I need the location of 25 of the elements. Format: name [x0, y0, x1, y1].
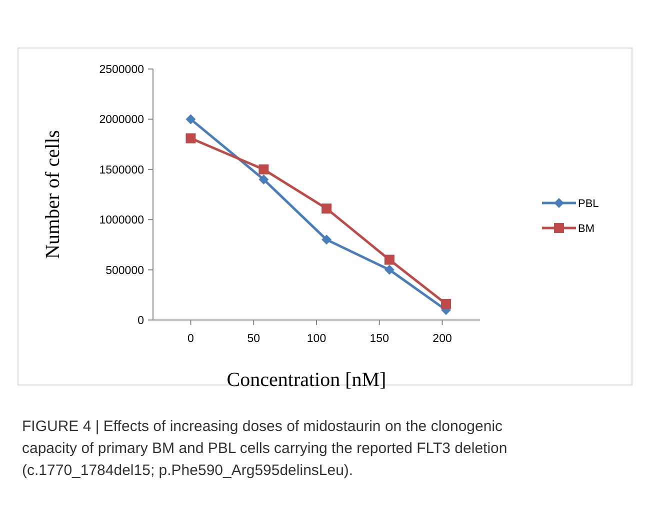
point	[441, 298, 452, 309]
point	[384, 264, 394, 275]
point	[322, 204, 332, 214]
x-tick-label: 0	[188, 333, 194, 345]
x-axis-title: Concentration [nM]	[226, 369, 386, 391]
point	[186, 133, 196, 144]
x-tick-label: 50	[247, 333, 260, 345]
y-tick-label: 0	[138, 315, 144, 328]
x-tick-label: 200	[432, 333, 452, 345]
legend-label: BM	[578, 222, 594, 235]
y-axis-title: Number of cells	[42, 130, 64, 259]
y-tick-label: 2000000	[99, 114, 144, 126]
point	[258, 164, 269, 174]
legend-label: PBL	[578, 198, 599, 210]
point	[322, 234, 332, 245]
y-tick-label: 2500000	[99, 64, 144, 76]
point	[258, 174, 269, 184]
y-tick-label: 500000	[106, 264, 144, 277]
y-tick-label: 1000000	[99, 214, 144, 227]
point	[384, 254, 394, 265]
x-tick-label: 150	[370, 333, 389, 345]
point	[186, 114, 196, 124]
x-tick-label: 100	[306, 333, 326, 345]
y-tick-label: 1500000	[99, 164, 144, 176]
caption: FIGURE 4 | Effects of increasing doses of midostaurin on the clonogenic capacity of primary BM and PBL cells carrying the reported FLT3 deletion (c.1770_1784del15; p.Phe590_Arg595delinsLeu).	[22, 418, 508, 479]
